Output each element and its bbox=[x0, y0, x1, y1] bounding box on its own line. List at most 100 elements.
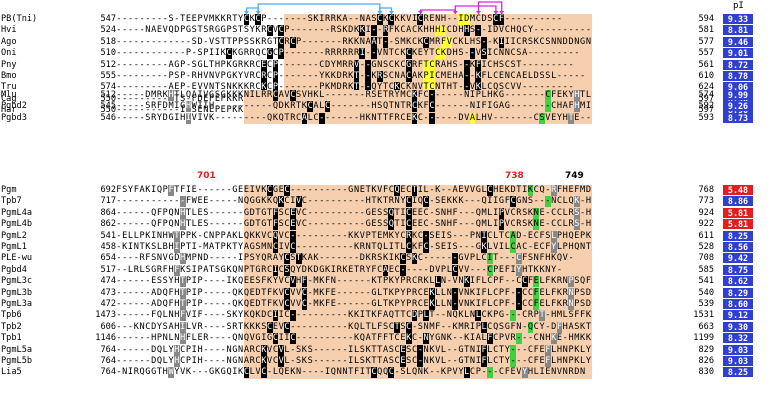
pi-value: 8.81 bbox=[723, 25, 753, 36]
alignment-row: PgmL4b 862 ------QFPQNHTLES------GDTGTFSCE… bbox=[0, 219, 778, 231]
pi-value: 9.46 bbox=[723, 36, 753, 47]
sequence-name: Tpb6 bbox=[1, 310, 22, 321]
start-position: 474 bbox=[100, 276, 116, 287]
alignment-row: PgmL3a 472 ------ADQFHTPIP-----QKQEDTFKVCV… bbox=[0, 299, 778, 310]
pi-value: 8.32 bbox=[723, 333, 753, 344]
end-position: 922 bbox=[698, 219, 714, 230]
end-position: 768 bbox=[698, 185, 714, 195]
sequence-name: Mlu bbox=[1, 90, 17, 100]
sequence-name: Pgbd3 bbox=[1, 112, 27, 123]
sequence: --LRLSGRFHFKSIPATSGKQNPTGRCICSQYDKDGKIRK… bbox=[116, 264, 563, 276]
end-position: 773 bbox=[698, 196, 714, 207]
sequence-name: Lia5 bbox=[1, 367, 22, 378]
start-position: 545 bbox=[100, 101, 116, 112]
pi-value: 8.25 bbox=[723, 367, 753, 378]
alignment-row: Hvi 524 -----NAEVQDPGSTSRGGPSTSYKRCVCP----… bbox=[0, 25, 778, 37]
disulfide-links bbox=[244, 1, 505, 14]
sequence-name: PgmL4b bbox=[1, 219, 33, 230]
alignment-row: Tpb2 606 ---KNCDYSAHILVR----SRTKKKSCEVC---… bbox=[0, 321, 778, 333]
pi-value: 8.72 bbox=[723, 59, 753, 70]
sequence: -----NAEVQDPGSTSRGGPSTSYKRCVCP-------RSK… bbox=[116, 25, 592, 37]
start-position: 518 bbox=[100, 36, 116, 47]
end-position: 574 bbox=[698, 90, 714, 100]
pi-value: 8.86 bbox=[723, 196, 753, 207]
pi-value: 9.33 bbox=[723, 14, 753, 24]
end-position: 663 bbox=[698, 321, 714, 332]
sequence: ----RFSNVGDHMPND-----IPSYQRAYCSTKAK-----… bbox=[116, 253, 574, 265]
start-position: 550 bbox=[100, 93, 116, 104]
link-arrowhead bbox=[244, 11, 249, 14]
pi-value: 5.81 bbox=[723, 207, 753, 218]
sequence-name: PgmL3c bbox=[1, 276, 33, 287]
alignment-row: PgmL5b 764 ------DQLYHCPIH----NGNARCKVCVL-… bbox=[0, 356, 778, 367]
start-position: 1473 bbox=[95, 310, 116, 321]
alignment-row: Tru 574 ---------AEP-EVVNTSNKKKRCKCP------… bbox=[0, 82, 778, 94]
start-position: 547 bbox=[100, 14, 116, 24]
sequence: ------QFPQNHTLES------GDTGTFSCEVC-------… bbox=[116, 207, 592, 219]
start-position: 512 bbox=[100, 59, 116, 70]
pi-value: 9.03 bbox=[723, 356, 753, 366]
sequence: ------DQLYHCPIH----NGNARCKVCVL-SKS------… bbox=[116, 344, 592, 356]
sequence-name: Bmo bbox=[1, 71, 17, 81]
alignment-row: Oni 510 ------------P-SPIIKCKGRRQCGCP-----… bbox=[0, 48, 778, 60]
sequence-name: Pny bbox=[1, 59, 17, 70]
alignment-row: Lia5 764 -NIRQGGTHWYVK---GKGQIKCLVC-LQEKN-… bbox=[0, 367, 778, 379]
sequence: FSYFAKIQPFTFIE------GEEIVKCGEC----------… bbox=[116, 185, 592, 196]
pi-value: 9.03 bbox=[723, 344, 753, 355]
sequence: ---------PSP-RHVNVPGKYVRCRCP-------YKKDR… bbox=[116, 71, 586, 82]
end-position: 924 bbox=[698, 207, 714, 218]
alignment-row: PgmL2 541 -ELLPKINHWTPPK-CNPPAKLQKKVCQVC--… bbox=[0, 230, 778, 242]
pi-value: 9.42 bbox=[723, 253, 753, 264]
alignment-row: Bmo 555 ---------PSP-RHVNVPGKYVRCRCP------… bbox=[0, 71, 778, 82]
start-position: 472 bbox=[100, 299, 116, 309]
pi-value: 8.56 bbox=[723, 242, 753, 252]
alignment-row: Mlu 512 -----DMRKHTLQAIVGSGKKKNILRRCAVCSVH… bbox=[0, 90, 778, 101]
sequence-name: Tpb2 bbox=[1, 321, 22, 332]
link-arrowhead bbox=[499, 11, 505, 14]
end-position: 585 bbox=[698, 264, 714, 275]
alignment-row: Pgbd2 545 -----SRFDMIGHWIIH----------QDKRT… bbox=[0, 101, 778, 113]
pi-value: 9.01 bbox=[723, 48, 753, 59]
sequence-name: PgmL5b bbox=[1, 356, 33, 366]
start-position: 862 bbox=[100, 219, 116, 230]
alignment-row: PgmL1 458 -KINTKSLBHIPTI-MATPKTYAGSMNCIVC-… bbox=[0, 242, 778, 253]
start-position: 574 bbox=[100, 82, 116, 93]
link-arrowhead bbox=[476, 11, 481, 14]
start-position: 555 bbox=[100, 71, 116, 81]
end-position: 829 bbox=[698, 344, 714, 355]
start-position: 764 bbox=[100, 356, 116, 366]
pi-value: 8.25 bbox=[723, 230, 753, 241]
start-position: 473 bbox=[100, 287, 116, 298]
marker-701: 701 bbox=[197, 171, 216, 181]
pi-column-header: pI bbox=[733, 1, 744, 11]
marker-738: 738 bbox=[505, 171, 524, 181]
end-position: 561 bbox=[698, 59, 714, 70]
sequence: ------QFPQNHTLES------GDTGTFSCEVC-------… bbox=[116, 219, 592, 231]
sequence-name: PgmL4a bbox=[1, 207, 33, 218]
pi-value: 5.81 bbox=[723, 219, 753, 230]
start-position: 1146 bbox=[95, 333, 116, 344]
sequence: -------------SD-VSTTPPSSKRGTCRCP-------R… bbox=[116, 36, 592, 48]
sequence-name: Ago bbox=[1, 36, 17, 47]
sequence: -ELLPKINHWTPPK-CNPPAKLQKKVCQVC----------… bbox=[116, 230, 592, 242]
alignment-row: Ago 518 -------------SD-VSTTPPSSKRGTCRCP--… bbox=[0, 36, 778, 48]
link-arrowhead bbox=[452, 11, 458, 14]
sequence-name: PgmL2 bbox=[1, 230, 27, 241]
end-position: 557 bbox=[698, 48, 714, 59]
alignment-row: Pgm 692 FSYFAKIQPFTFIE------GEEIVKCGEC----… bbox=[0, 185, 778, 196]
end-position: 597 bbox=[698, 93, 714, 104]
alignment-row: PLE-wu 654 ----RFSNVGDHMPND-----IPSYQRAYCS… bbox=[0, 253, 778, 265]
start-position: 764 bbox=[100, 367, 116, 378]
sequence: -----SRYDGIHIVIVK---------QKQTRCALC-----… bbox=[116, 112, 592, 124]
pi-value: 8.29 bbox=[723, 287, 753, 298]
alignment-row: Pny 512 ---------AGP-SGLTHPKGRKRCECP------… bbox=[0, 59, 778, 71]
sequence-name: PgmL3b bbox=[1, 287, 33, 298]
alignment-row: PgmL3c 474 ------ESSYHTPIP----IKQEESFKYVCV… bbox=[0, 276, 778, 288]
start-position: 541 bbox=[100, 230, 116, 241]
start-position: 550 bbox=[100, 105, 116, 116]
marker-749: 749 bbox=[565, 171, 584, 181]
start-position: 764 bbox=[100, 344, 116, 355]
link-arrowhead bbox=[377, 11, 383, 14]
end-position: 597 bbox=[698, 105, 714, 116]
